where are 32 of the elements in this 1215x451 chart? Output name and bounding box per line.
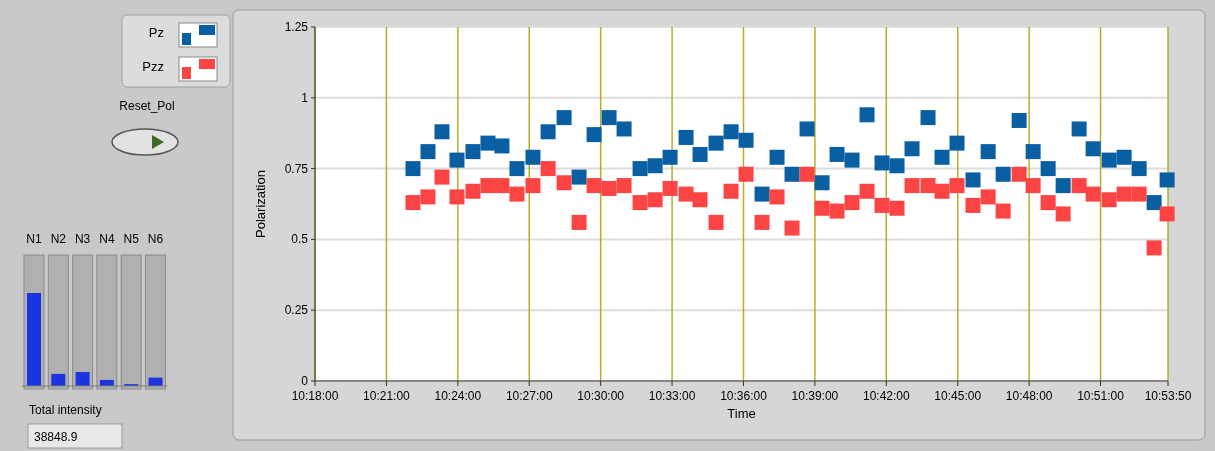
- x-tick-label: 10:39:00: [791, 389, 839, 403]
- x-tick-label: 10:51:00: [1077, 389, 1125, 403]
- x-axis-title: Time: [727, 406, 756, 421]
- y-axis-title: Polarization: [253, 170, 268, 238]
- x-tick-label: 10:33:00: [648, 389, 696, 403]
- x-tick-label: 10:18:00: [291, 389, 339, 403]
- x-tick-label: 10:21:00: [363, 389, 411, 403]
- x-tick-label: 10:27:00: [505, 389, 553, 403]
- legend-label: Pzz: [142, 59, 164, 74]
- legend-label: Pz: [148, 25, 164, 40]
- y-tick-label: 0.75: [284, 161, 309, 176]
- text: 38848.9: [34, 430, 78, 444]
- x-tick-label: 10:24:00: [434, 389, 482, 403]
- text: Reset_Pol: [119, 99, 175, 113]
- x-tick-label: N3: [74, 232, 91, 246]
- x-tick-label: N6: [147, 232, 164, 246]
- x-tick-label: 10:53:50: [1144, 389, 1192, 403]
- y-tick-label: 0: [301, 374, 309, 388]
- y-tick-label: 1.25: [284, 20, 309, 34]
- x-tick-label: N2: [50, 232, 67, 246]
- y-tick-label: 0.5: [291, 232, 309, 247]
- x-tick-label: N5: [123, 232, 140, 246]
- x-tick-label: 10:30:00: [577, 389, 625, 403]
- x-tick-label: 10:36:00: [720, 389, 768, 403]
- x-tick-label: N4: [99, 232, 115, 246]
- text: Total intensity: [29, 403, 102, 417]
- x-tick-label: 10:45:00: [934, 389, 982, 403]
- y-tick-label: 1: [301, 90, 309, 105]
- x-tick-label: N1: [26, 232, 42, 246]
- y-tick-label: 0.25: [284, 303, 309, 318]
- x-tick-label: 10:42:00: [862, 389, 910, 403]
- x-tick-label: 10:48:00: [1005, 389, 1053, 403]
